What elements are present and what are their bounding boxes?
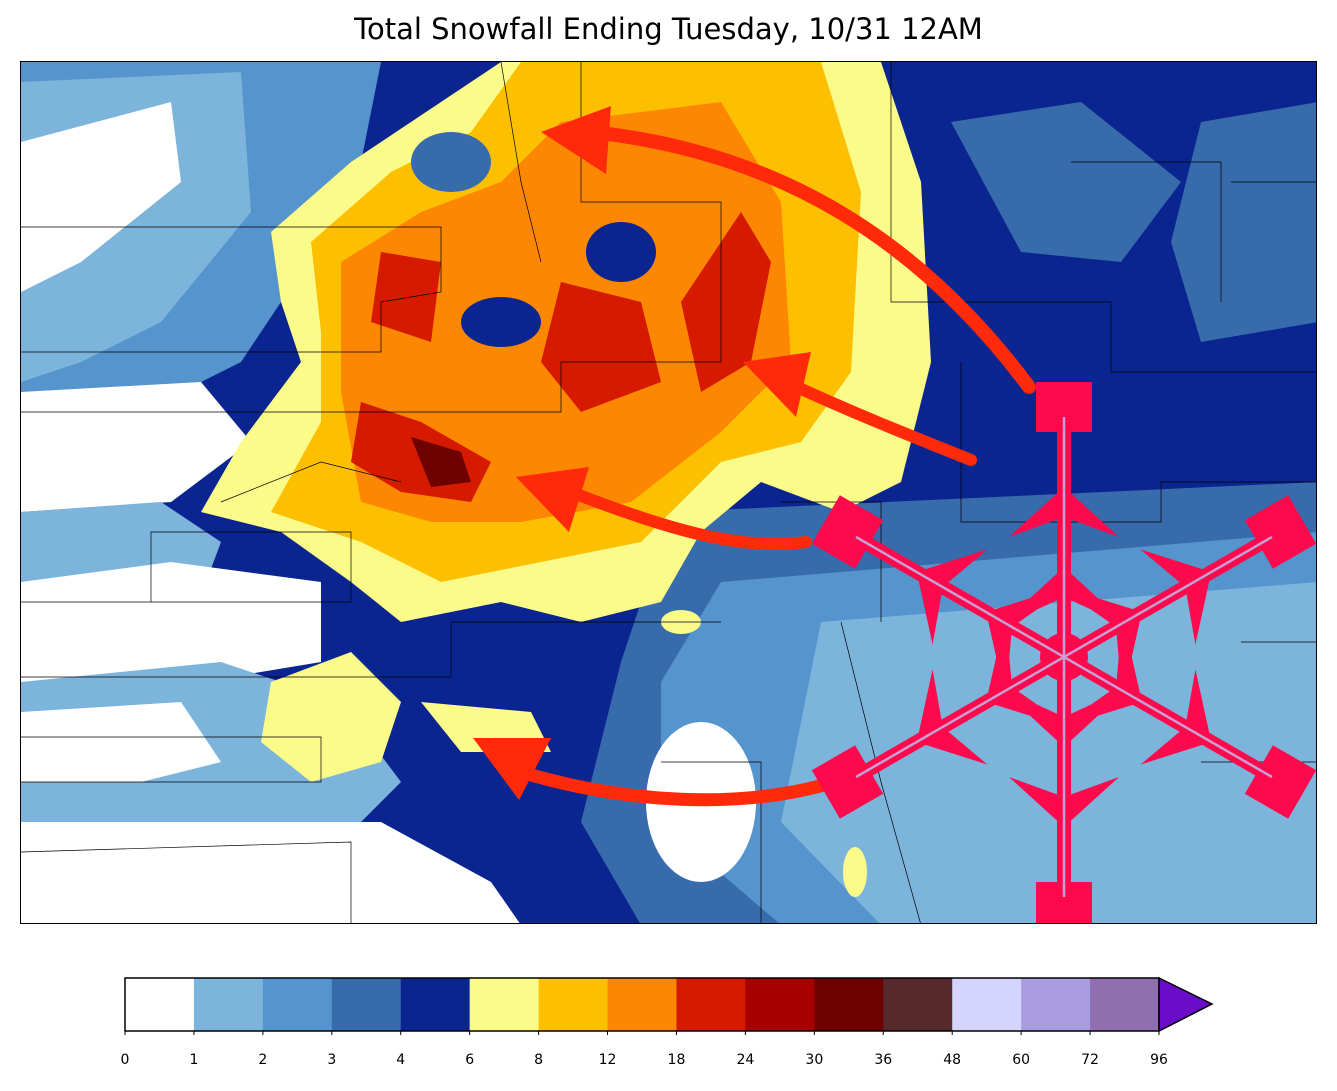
county-lines (21, 62, 1316, 923)
field-south-white (21, 822, 520, 923)
arrowheads (473, 106, 811, 800)
colorbar-tick-label: 18 (667, 1052, 686, 1068)
colorbar-cell (469, 978, 540, 1031)
arrowhead-icon (743, 352, 811, 417)
snowflake-icon (811, 382, 1316, 923)
colorbar-cell (745, 978, 815, 1031)
colorbar-tick-label: 6 (465, 1052, 475, 1068)
field-core-max (411, 437, 471, 487)
field-hole2 (586, 222, 656, 282)
colorbar-cell (607, 978, 677, 1031)
arrow-icon (565, 486, 812, 551)
field-east-patch1 (951, 102, 1181, 262)
colorbar-extend (1158, 977, 1214, 1033)
field-sw-yellow1 (261, 652, 401, 782)
field-west-white (21, 102, 181, 292)
snowfall-field (21, 62, 1316, 923)
colorbar-tick-label: 4 (396, 1052, 406, 1068)
colorbar-cell (883, 978, 953, 1031)
field-hole1 (461, 297, 541, 347)
colorbar-cell (1090, 978, 1160, 1031)
colorbar-cell (125, 978, 195, 1031)
arrow-icon (584, 125, 1036, 394)
colorbar-cell (193, 978, 264, 1031)
colorbar-cell (400, 978, 471, 1031)
colorbar-tick-label: 24 (736, 1052, 755, 1068)
map-title: Total Snowfall Ending Tuesday, 10/31 12A… (354, 12, 983, 46)
colorbar (124, 977, 1214, 1035)
colorbar-cell (814, 978, 884, 1031)
colorbar-cell (262, 978, 333, 1031)
field-se-lightest (781, 582, 1316, 923)
field-hole3 (411, 132, 491, 192)
colorbar-cell (331, 978, 402, 1031)
colorbar-tick-label: 3 (327, 1052, 337, 1068)
arrowhead-icon (541, 106, 611, 174)
arrow-icon (780, 376, 977, 466)
colorbar-tick-label: 2 (258, 1052, 268, 1068)
colorbar-tick-label: 96 (1150, 1052, 1168, 1068)
field-core-red1 (371, 252, 441, 342)
colorbar-tick-label: 1 (189, 1052, 199, 1068)
colorbar-cell (538, 978, 609, 1031)
field-sw-white (21, 702, 221, 782)
colorbar-tick-label: 60 (1012, 1052, 1031, 1068)
colorbar-tick-label: 30 (805, 1052, 824, 1068)
arrow-icon (514, 765, 848, 807)
colorbar-tick-label: 8 (534, 1052, 544, 1068)
colorbar-cell (1021, 978, 1091, 1031)
colorbar-cell (952, 978, 1022, 1031)
field-core-red3 (681, 212, 771, 392)
colorbar-border (124, 977, 1160, 1032)
field-se-yellow (843, 847, 867, 897)
field-west-white2 (21, 382, 251, 512)
arrowhead-icon (516, 467, 589, 532)
field-core-red2 (541, 282, 661, 412)
colorbar-cell (676, 978, 746, 1031)
field-west-white3 (21, 562, 321, 682)
snowfall-map (20, 61, 1317, 924)
colorbar-tick-label: 48 (943, 1052, 962, 1068)
arrow-icon-group (514, 125, 1036, 807)
colorbar-tick-label: 36 (874, 1052, 893, 1068)
colorbar-tick-label: 0 (120, 1052, 130, 1068)
arrowhead-icon (473, 738, 551, 800)
colorbar-tick-label: 72 (1081, 1052, 1099, 1068)
colorbar-tick-label: 12 (598, 1052, 617, 1068)
